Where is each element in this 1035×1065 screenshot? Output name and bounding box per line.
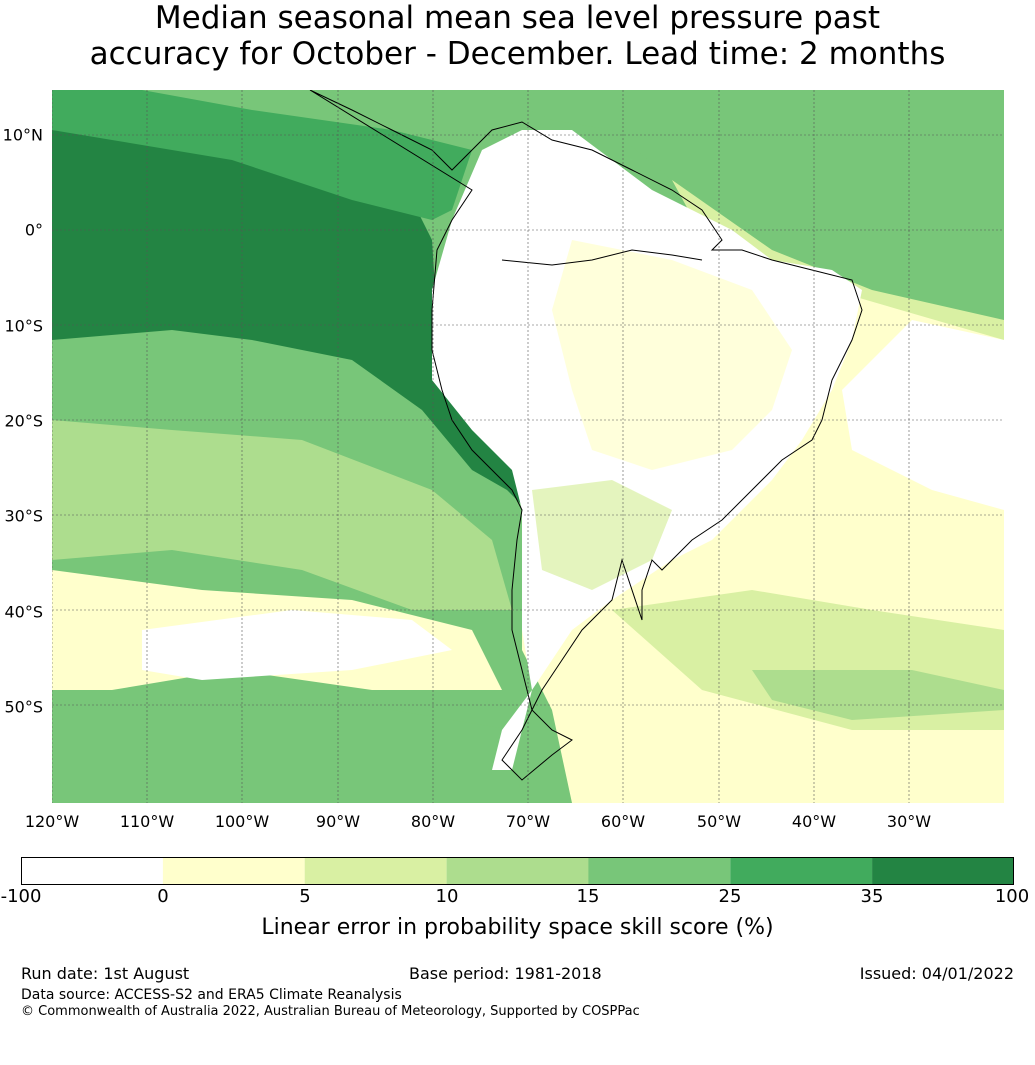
data-source: Data source: ACCESS-S2 and ERA5 Climate …: [21, 987, 402, 1003]
base-period: Base period: 1981-2018: [409, 964, 602, 983]
colorbar-bin-10-15: [446, 857, 589, 885]
colorbar-bin-neg100-0: [21, 857, 163, 885]
copyright: © Commonwealth of Australia 2022, Austra…: [21, 1004, 640, 1019]
field-white-band: [142, 610, 452, 680]
field-land-pale: [552, 240, 792, 470]
field-mid-north: [52, 90, 472, 220]
lon-label-110w: 110°W: [119, 812, 175, 831]
map-svg: [52, 90, 1004, 803]
colorbar-tick-35: 35: [860, 886, 884, 907]
colorbar-tick-neg100: -100: [0, 886, 42, 907]
colorbar-frame: [21, 857, 1014, 885]
field-atlantic-white: [842, 320, 1004, 510]
lon-label-50w: 50°W: [696, 812, 742, 831]
title-line-2: accuracy for October - December. Lead ti…: [89, 36, 946, 72]
lat-label-10s: 10°S: [4, 316, 43, 336]
colorbar-bin-0-5: [162, 857, 305, 885]
lat-label-40s: 40°S: [4, 602, 43, 622]
run-date: Run date: 1st August: [21, 964, 190, 983]
chart-title: Median seasonal mean sea level pressure …: [0, 0, 1035, 72]
colorbar-bin-25-35: [730, 857, 873, 885]
lat-label-30s: 30°S: [4, 506, 43, 526]
field-north-atlantic: [482, 90, 1004, 320]
field-atlantic-pale: [672, 180, 1004, 360]
lat-label-20s: 20°S: [4, 411, 43, 431]
lon-label-90w: 90°W: [315, 812, 361, 831]
colorbar-label: Linear error in probability space skill …: [261, 915, 774, 940]
lon-label-30w: 30°W: [886, 812, 932, 831]
field-atlantic-band-2: [752, 670, 1004, 720]
lon-label-120w: 120°W: [24, 812, 80, 831]
colorbar-tick-5: 5: [299, 886, 311, 907]
lat-label-0: 0°: [24, 220, 43, 240]
lon-label-60w: 60°W: [600, 812, 646, 831]
lon-label-100w: 100°W: [214, 812, 270, 831]
issued-date: Issued: 04/01/2022: [859, 964, 1014, 983]
colorbar-tick-100: 100: [994, 886, 1030, 907]
river-amazon: [501, 249, 703, 266]
colorbar-bin-15-25: [588, 857, 731, 885]
lon-label-80w: 80°W: [410, 812, 456, 831]
title-line-1: Median seasonal mean sea level pressure …: [154, 0, 881, 36]
coastline-south-america: [309, 90, 863, 781]
lon-label-70w: 70°W: [505, 812, 551, 831]
lon-label-40w: 40°W: [791, 812, 837, 831]
colorbar-tick-15: 15: [576, 886, 600, 907]
colorbar-tick-25: 25: [718, 886, 742, 907]
colorbar: [21, 857, 1014, 885]
colorbar-bin-35-100: [872, 857, 1014, 885]
field-land-green: [532, 480, 672, 590]
lat-label-50s: 50°S: [4, 697, 43, 717]
colorbar-tick-0: 0: [157, 886, 169, 907]
field-dark-pacific: [52, 130, 527, 510]
gridlines: [52, 90, 1004, 803]
colorbar-bin-5-10: [304, 857, 447, 885]
colorbar-tick-10: 10: [435, 886, 459, 907]
field-south-green: [52, 690, 522, 803]
skill-map: [52, 90, 1004, 803]
lat-label-10n: 10°N: [2, 125, 43, 145]
